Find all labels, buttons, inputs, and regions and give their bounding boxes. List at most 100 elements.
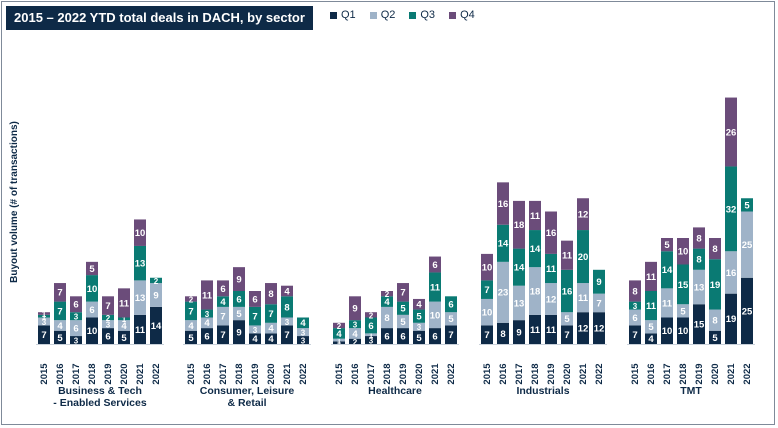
bar-segment	[693, 248, 705, 270]
year-tick-label: 2016	[498, 363, 509, 384]
bar-segment	[249, 333, 261, 344]
data-label: 19	[710, 280, 721, 291]
data-label: 3	[301, 328, 306, 337]
year-tick-label: 2016	[646, 363, 657, 384]
chart-title: 2015 – 2022 YTD total deals in DACH, by …	[6, 6, 313, 30]
bar-segment	[577, 312, 589, 344]
year-tick-label: 2021	[726, 363, 737, 385]
bar-segment	[709, 238, 721, 260]
data-label: 11	[646, 301, 657, 312]
group-label: & Retail	[227, 397, 266, 409]
bar-segment	[38, 312, 50, 315]
legend-swatch-q3	[409, 11, 417, 19]
bar-segment	[381, 306, 393, 329]
bar-segment	[265, 304, 277, 323]
bar-segment	[661, 238, 673, 252]
data-label: 13	[135, 259, 146, 270]
data-label: 20	[578, 252, 589, 263]
data-label: 4	[188, 321, 194, 332]
bar-segment	[134, 314, 146, 344]
data-label: 7	[57, 288, 62, 299]
data-label: 6	[73, 324, 78, 335]
bar-segment	[481, 298, 493, 326]
data-label: 11	[202, 290, 213, 301]
bar-segment	[333, 338, 345, 342]
bar-segment	[70, 336, 82, 344]
bar-segment	[413, 322, 425, 331]
data-label: 7	[564, 330, 569, 341]
data-label: 5	[400, 304, 406, 315]
data-label: 13	[514, 298, 525, 309]
data-label: 11	[530, 325, 541, 336]
bar-segment	[86, 275, 98, 302]
bar-segment	[661, 317, 673, 344]
data-label: 10	[87, 326, 98, 337]
data-label: 14	[514, 263, 525, 274]
data-label: 5	[448, 314, 454, 325]
data-label: 14	[530, 244, 541, 255]
bar-segment	[150, 283, 162, 307]
year-tick-label: 2021	[578, 363, 589, 385]
bar-segment	[645, 320, 657, 334]
data-label: 10	[430, 310, 441, 321]
data-label: 11	[578, 293, 589, 304]
year-tick-label: 2019	[694, 363, 705, 384]
data-label: 7	[448, 330, 453, 341]
bar-segment	[593, 293, 605, 313]
data-label: 11	[662, 298, 673, 309]
bar-segment	[497, 261, 509, 323]
data-label: 12	[546, 294, 557, 305]
bar-segment	[54, 320, 66, 331]
bar-segment	[429, 301, 441, 329]
bar-segment	[497, 224, 509, 262]
data-label: 16	[498, 199, 509, 210]
data-label: 4	[284, 286, 290, 297]
bar-segment	[281, 285, 293, 297]
data-label: 11	[530, 211, 541, 222]
bar-segment	[693, 269, 705, 305]
bar-segment	[513, 320, 525, 344]
bar-segment	[445, 325, 457, 344]
year-tick-label: 2021	[282, 363, 293, 385]
data-label: 5	[564, 314, 570, 325]
bar-segment	[134, 219, 146, 246]
data-label: 8	[712, 244, 717, 255]
data-label: 4	[204, 318, 210, 329]
data-label: 5	[712, 333, 718, 344]
bar-segment	[413, 309, 425, 323]
data-label: 7	[596, 298, 601, 309]
data-label: 5	[744, 200, 750, 211]
year-tick-label: 2015	[482, 363, 493, 385]
data-label: 7	[400, 288, 405, 299]
bar-segment	[249, 306, 261, 326]
bar-segment	[217, 306, 229, 326]
bar-segment	[70, 312, 82, 321]
data-label: 7	[105, 301, 110, 312]
bar-segment	[134, 280, 146, 315]
year-tick-label: 2017	[218, 363, 229, 384]
bar-segment	[185, 320, 197, 331]
bar-segment	[118, 330, 130, 344]
bar-segment	[297, 336, 309, 344]
data-label: 6	[448, 300, 453, 311]
data-label: 3	[42, 318, 47, 327]
bar-segment	[249, 291, 261, 307]
year-tick-label: 2016	[55, 363, 66, 384]
data-label: 10	[482, 263, 493, 274]
bar-segment	[102, 314, 114, 321]
year-tick-label: 2018	[234, 363, 245, 384]
data-label: 1	[369, 331, 374, 340]
bar-segment	[561, 312, 573, 326]
bar-segment	[349, 320, 361, 329]
data-label: 5	[648, 322, 654, 333]
data-label: 25	[742, 240, 753, 251]
data-label: 3	[369, 336, 374, 345]
bar-segment	[217, 325, 229, 344]
bar-segment	[54, 330, 66, 344]
year-tick-label: 2021	[430, 363, 441, 385]
bar-segment	[577, 230, 589, 284]
data-label: 4	[220, 297, 226, 308]
bar-segment	[86, 261, 98, 276]
bar-segment	[233, 306, 245, 321]
